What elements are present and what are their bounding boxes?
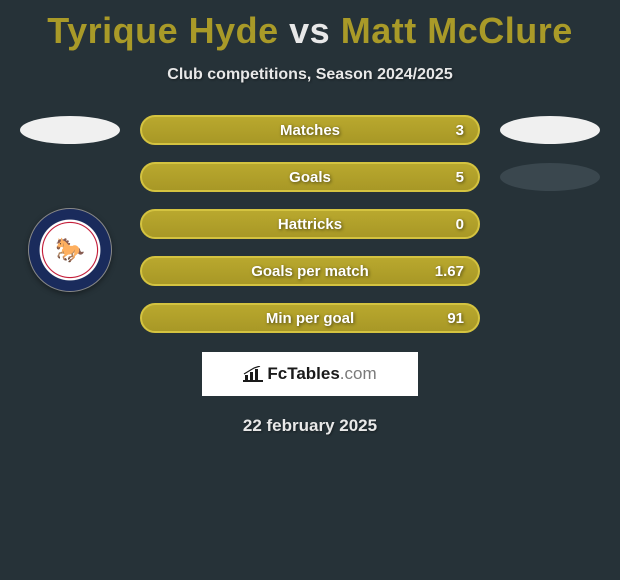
- stat-value: 0: [456, 216, 464, 233]
- date-label: 22 february 2025: [0, 416, 620, 436]
- stat-label: Goals: [289, 169, 331, 186]
- stat-bar: Matches 3: [140, 115, 480, 145]
- chart-icon: [243, 366, 263, 382]
- logo-suffix: .com: [340, 364, 377, 383]
- stat-label: Hattricks: [278, 216, 342, 233]
- stat-label: Min per goal: [266, 310, 354, 327]
- stat-value: 91: [447, 310, 464, 327]
- stats-container: 🐎 Matches 3 Goals 5 Hattricks 0 Goals per matc…: [0, 114, 620, 436]
- stat-row: Matches 3: [0, 114, 620, 146]
- logo-text: FcTables.com: [267, 364, 376, 384]
- stat-value: 1.67: [435, 263, 464, 280]
- fctables-logo: FcTables.com: [202, 352, 418, 396]
- club-crest: 🐎: [28, 208, 112, 292]
- stat-label: Matches: [280, 122, 340, 139]
- comparison-title: Tyrique Hyde vs Matt McClure: [0, 0, 620, 52]
- crest-horse-icon: 🐎: [43, 223, 97, 277]
- stat-row: Min per goal 91: [0, 302, 620, 334]
- logo-brand: FcTables: [267, 364, 339, 383]
- player2-value-blob: [500, 163, 600, 191]
- vs-separator: vs: [289, 10, 330, 51]
- stat-label: Goals per match: [251, 263, 369, 280]
- subtitle: Club competitions, Season 2024/2025: [0, 66, 620, 84]
- stat-bar: Min per goal 91: [140, 303, 480, 333]
- player1-value-blob: [20, 116, 120, 144]
- stat-value: 5: [456, 169, 464, 186]
- stat-value: 3: [456, 122, 464, 139]
- player2-value-blob: [500, 116, 600, 144]
- player1-name: Tyrique Hyde: [47, 10, 278, 51]
- player2-name: Matt McClure: [341, 10, 573, 51]
- stat-bar: Hattricks 0: [140, 209, 480, 239]
- stat-bar: Goals 5: [140, 162, 480, 192]
- stat-bar: Goals per match 1.67: [140, 256, 480, 286]
- stat-row: Goals 5: [0, 161, 620, 193]
